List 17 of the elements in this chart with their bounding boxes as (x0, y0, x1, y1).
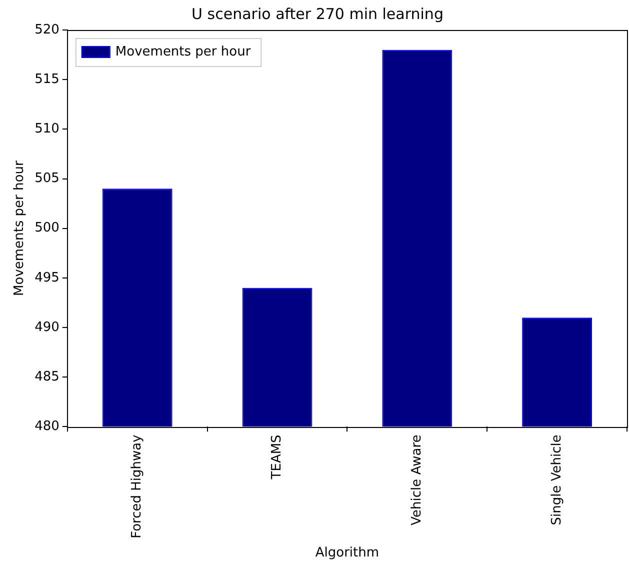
y-tick-label: 505 (34, 171, 60, 186)
y-tick-label: 515 (34, 72, 60, 87)
x-tick-label: Forced Highway (130, 434, 145, 538)
y-tick-label: 485 (34, 369, 60, 384)
legend-label: Movements per hour (115, 44, 252, 60)
chart-title: U scenario after 270 min learning (192, 4, 444, 23)
y-tick-label: 490 (34, 320, 60, 335)
x-axis-title: Algorithm (315, 546, 380, 561)
y-tick-label: 495 (34, 270, 60, 286)
x-tick-label: Single Vehicle (549, 434, 564, 526)
y-tick-label: 480 (34, 419, 60, 434)
x-tick-label: TEAMS (270, 434, 285, 480)
y-tick-label: 520 (34, 22, 60, 38)
y-axis-title: Movements per hour (12, 160, 28, 296)
y-tick-label: 510 (34, 122, 60, 137)
x-tick-label: Vehicle Aware (410, 434, 425, 526)
y-tick-label: 500 (34, 220, 60, 236)
